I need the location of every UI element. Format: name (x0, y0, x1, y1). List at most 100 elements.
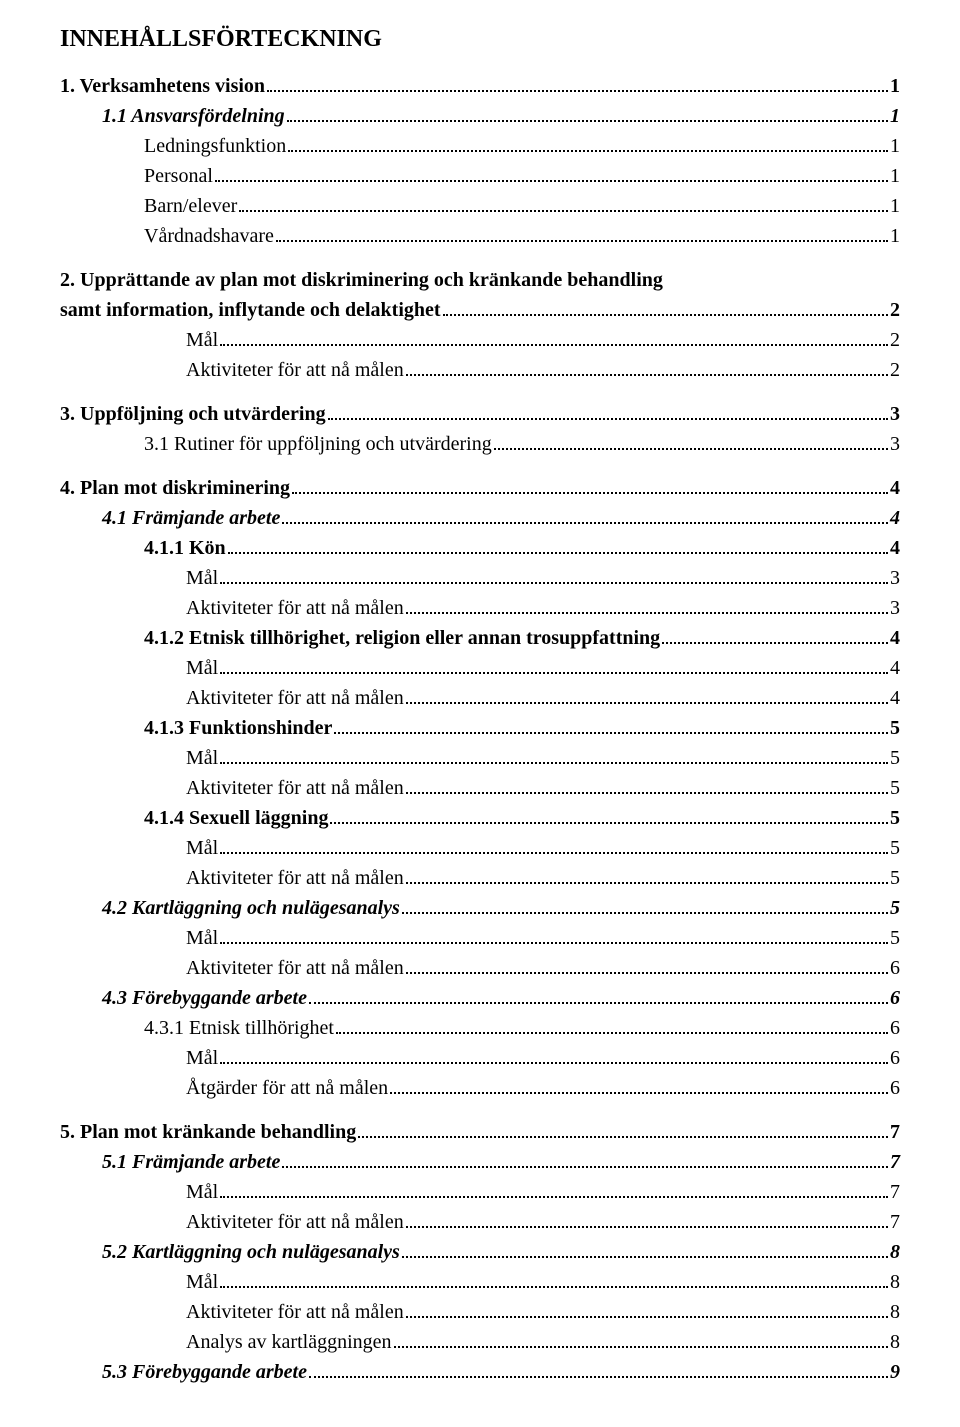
toc-label: Aktiviteter för att nå målen (186, 863, 404, 893)
toc-label: 5.3 Förebyggande arbete (102, 1357, 307, 1387)
toc-entry: Aktiviteter för att nå målen7 (186, 1207, 900, 1237)
toc-label: Mål (186, 1043, 218, 1073)
toc-page-number: 8 (890, 1297, 900, 1327)
toc-leader-dots (220, 838, 888, 854)
toc-entry: Analys av kartläggningen8 (186, 1327, 900, 1357)
toc-page-number: 5 (890, 743, 900, 773)
toc-page-number: 4 (890, 653, 900, 683)
toc-entry: Mål3 (186, 563, 900, 593)
toc-leader-dots (494, 434, 888, 450)
toc-label: Mål (186, 833, 218, 863)
toc-page-number: 3 (890, 399, 900, 429)
toc-entry: 4.1.3 Funktionshinder5 (144, 713, 900, 743)
toc-leader-dots (287, 106, 888, 122)
toc-label: 4.1 Främjande arbete (102, 503, 280, 533)
toc-entry: Mål7 (186, 1177, 900, 1207)
toc-label: Mål (186, 743, 218, 773)
toc-leader-dots (402, 1242, 888, 1258)
toc-label: 4.2 Kartläggning och nulägesanalys (102, 893, 400, 923)
toc-leader-dots (220, 928, 888, 944)
toc-leader-dots (282, 1152, 888, 1168)
toc-page-number: 9 (890, 1357, 900, 1387)
toc-page-number: 5 (890, 863, 900, 893)
toc-label: 3. Uppföljning och utvärdering (60, 399, 326, 429)
toc-title: INNEHÅLLSFÖRTECKNING (60, 26, 900, 53)
toc-entry: 5.3 Förebyggande arbete 9 (102, 1357, 900, 1387)
toc-entry: 4.1.1 Kön4 (144, 533, 900, 563)
toc-entry: Aktiviteter för att nå målen2 (186, 355, 900, 385)
toc-leader-dots (406, 1302, 888, 1318)
toc-leader-dots (220, 1182, 888, 1198)
toc-label: Aktiviteter för att nå målen (186, 593, 404, 623)
toc-label: 2. Upprättande av plan mot diskriminerin… (60, 265, 663, 295)
toc-page-number: 2 (890, 295, 900, 325)
toc-entry: Mål6 (186, 1043, 900, 1073)
toc-label: 4.1.2 Etnisk tillhörighet, religion elle… (144, 623, 660, 653)
toc-entry: Ledningsfunktion1 (144, 131, 900, 161)
toc-entry: 5.1 Främjande arbete 7 (102, 1147, 900, 1177)
toc-entry: 4.3 Förebyggande arbete6 (102, 983, 900, 1013)
toc-entry: Mål 5 (186, 833, 900, 863)
toc-entry: 5.2 Kartläggning och nulägesanalys8 (102, 1237, 900, 1267)
toc-entry: 1. Verksamhetens vision1 (60, 71, 900, 101)
toc-leader-dots (228, 538, 888, 554)
toc-leader-dots (406, 868, 888, 884)
toc-page-number: 1 (890, 71, 900, 101)
toc-label: Aktiviteter för att nå målen (186, 355, 404, 385)
toc-page-number: 8 (890, 1267, 900, 1297)
toc-label: 4. Plan mot diskriminering (60, 473, 290, 503)
toc-page-number: 5 (890, 893, 900, 923)
toc-label: Åtgärder för att nå målen (186, 1073, 388, 1103)
toc-page-number: 5 (890, 923, 900, 953)
toc-label: Personal (144, 161, 213, 191)
toc-leader-dots (215, 166, 888, 182)
toc-entry: 3. Uppföljning och utvärdering 3 (60, 399, 900, 429)
toc-entry: Aktiviteter för att nå målen 5 (186, 863, 900, 893)
toc-leader-dots (358, 1122, 888, 1138)
toc-label: Aktiviteter för att nå målen (186, 953, 404, 983)
toc-entry: Mål4 (186, 653, 900, 683)
toc-page-number: 2 (890, 325, 900, 355)
toc-leader-dots (220, 748, 888, 764)
toc-page-number: 5 (890, 833, 900, 863)
toc-entry: Mål2 (186, 325, 900, 355)
toc-entry: 3.1 Rutiner för uppföljning och utvärder… (144, 429, 900, 459)
toc-page-number: 5 (890, 803, 900, 833)
toc-page-number: 4 (890, 623, 900, 653)
toc-label: Barn/elever (144, 191, 237, 221)
toc-entry: 4.3.1 Etnisk tillhörighet6 (144, 1013, 900, 1043)
toc-leader-dots (220, 658, 888, 674)
toc-list: 1. Verksamhetens vision11.1 Ansvarsförde… (60, 71, 900, 1387)
toc-entry: 4. Plan mot diskriminering 4 (60, 473, 900, 503)
toc-page-number: 1 (890, 161, 900, 191)
toc-entry: Aktiviteter för att nå målen5 (186, 773, 900, 803)
toc-label: 5.2 Kartläggning och nulägesanalys (102, 1237, 400, 1267)
toc-page-number: 1 (890, 101, 900, 131)
toc-page-number: 4 (890, 473, 900, 503)
toc-page-number: 1 (890, 191, 900, 221)
toc-leader-dots (267, 76, 888, 92)
toc-leader-dots (220, 330, 888, 346)
toc-leader-dots (276, 226, 888, 242)
toc-page-number: 1 (890, 221, 900, 251)
toc-label: 5.1 Främjande arbete (102, 1147, 280, 1177)
toc-label: samt information, inflytande och delakti… (60, 295, 441, 325)
toc-page-number: 7 (890, 1147, 900, 1177)
toc-entry: 4.2 Kartläggning och nulägesanalys 5 (102, 893, 900, 923)
toc-leader-dots (406, 360, 888, 376)
toc-entry: Personal 1 (144, 161, 900, 191)
toc-label: Aktiviteter för att nå målen (186, 1297, 404, 1327)
toc-leader-dots (406, 958, 888, 974)
toc-leader-dots (330, 808, 888, 824)
toc-page-number: 3 (890, 429, 900, 459)
toc-leader-dots (334, 718, 888, 734)
toc-page-number: 1 (890, 131, 900, 161)
toc-leader-dots (220, 568, 888, 584)
toc-label: Aktiviteter för att nå målen (186, 773, 404, 803)
toc-leader-dots (394, 1332, 889, 1348)
toc-entry: Mål5 (186, 923, 900, 953)
toc-label: Aktiviteter för att nå målen (186, 683, 404, 713)
toc-label: Aktiviteter för att nå målen (186, 1207, 404, 1237)
toc-page-number: 3 (890, 563, 900, 593)
toc-label: 4.1.3 Funktionshinder (144, 713, 332, 743)
